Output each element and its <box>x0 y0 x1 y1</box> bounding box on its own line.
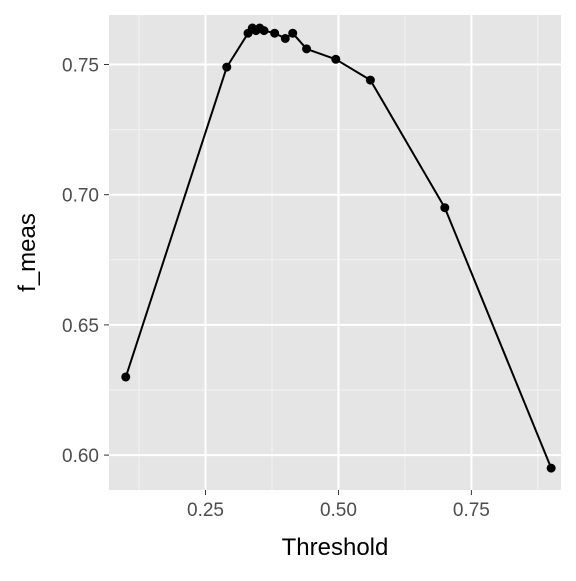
y-axis-title: f_meas <box>14 213 41 292</box>
data-point <box>121 372 131 382</box>
data-point <box>288 28 298 38</box>
plot-panel <box>109 15 561 490</box>
y-tick-label: 0.70 <box>62 186 99 207</box>
data-point <box>546 463 556 473</box>
y-tick-label: 0.75 <box>62 55 99 76</box>
data-point <box>270 28 280 38</box>
axis-ticks <box>104 63 472 495</box>
data-point <box>222 62 232 72</box>
y-tick-label: 0.60 <box>62 446 99 467</box>
x-axis-title: Threshold <box>282 534 389 561</box>
y-tick-label: 0.65 <box>62 316 99 337</box>
x-tick-label: 0.75 <box>453 500 490 521</box>
data-point <box>259 26 269 36</box>
data-point <box>331 54 341 64</box>
tick-labels: 0.25 0.50 0.75 0.60 0.65 0.70 0.75 <box>62 55 490 521</box>
data-point <box>302 44 312 54</box>
grid-major-lines <box>109 15 561 490</box>
grid-minor-lines <box>109 15 561 490</box>
data-point <box>440 203 450 213</box>
x-tick-label: 0.50 <box>320 500 357 521</box>
data-point <box>365 75 375 85</box>
x-tick-label: 0.25 <box>187 500 224 521</box>
data-point <box>280 33 290 43</box>
series-layer <box>121 23 556 473</box>
